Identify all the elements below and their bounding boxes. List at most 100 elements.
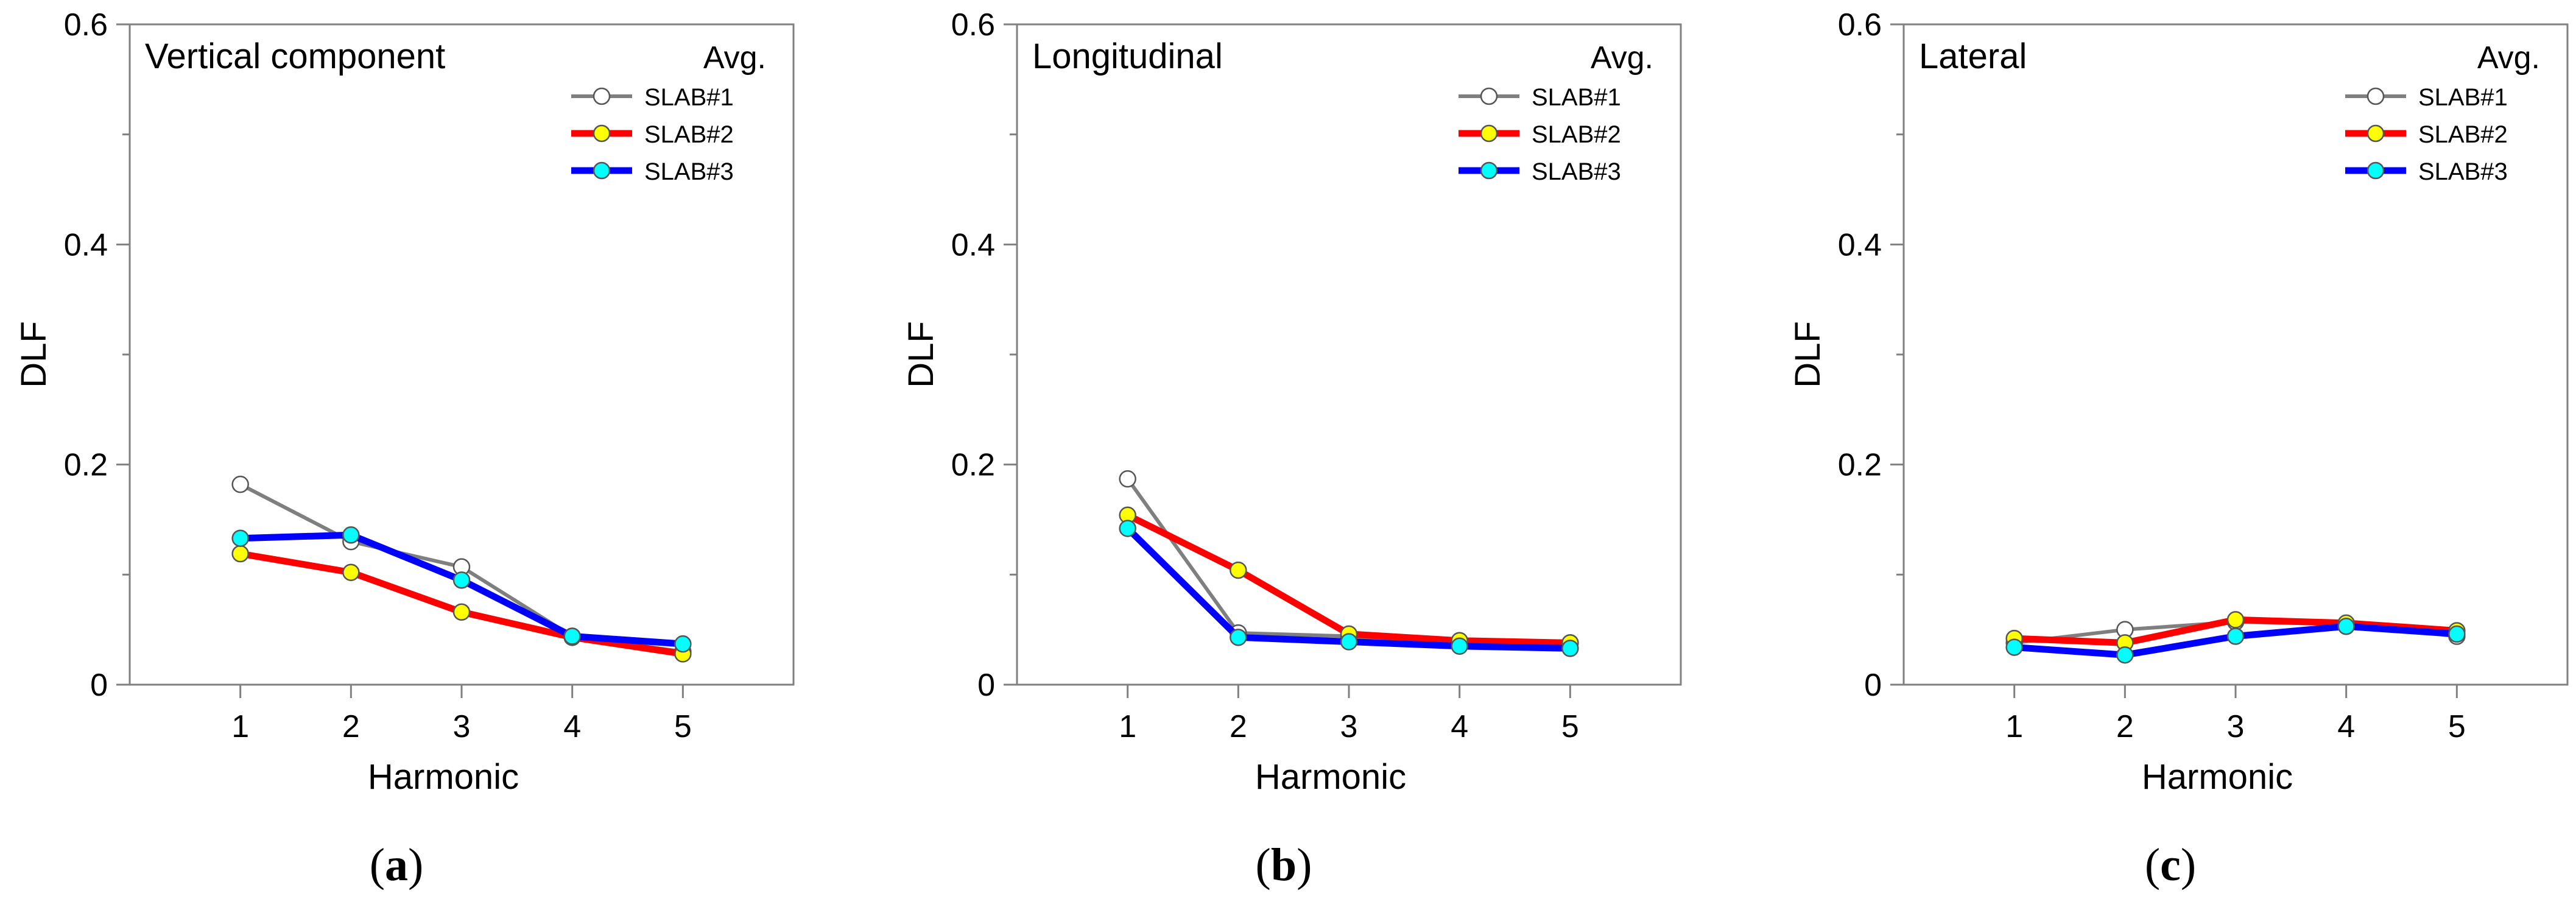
data-point [342,526,360,544]
panel-title: Longitudinal [1032,37,1223,76]
y-axis-label: DLF [1788,321,1828,388]
x-tick-label: 2 [1230,709,1247,744]
x-tick-label: 4 [2337,709,2355,744]
legend-label: SLAB#1 [644,84,734,111]
x-tick-label: 3 [2227,709,2245,744]
caption-paren-open: ( [2145,839,2160,891]
x-tick-label: 1 [2005,709,2023,744]
chart-panel-c: 0 0.2 0.4 0.6 1 2 3 4 5 Harmonic DLF Lateral Avg. SLA… [1788,7,2569,891]
data-point [452,603,471,621]
legend-swatch-marker [593,161,611,180]
legend-swatch-marker [1480,161,1498,180]
data-point [231,529,249,547]
data-point [1561,640,1579,657]
y-tick-label: 0.4 [1838,227,1882,263]
data-point [231,545,249,563]
legend-entry: SLAB#2 [1459,121,1621,148]
data-point [342,563,360,581]
data-point [1230,561,1247,579]
legend-entry: SLAB#2 [2345,121,2508,148]
legend-entry: SLAB#3 [571,158,734,185]
caption-paren-close: ) [1297,839,1312,891]
caption-paren-open: ( [1256,839,1271,891]
caption-letter: c [2160,839,2181,891]
x-tick-label: 5 [674,709,692,744]
x-axis-label: Harmonic [1255,757,1406,797]
chart-panel-b: 0 0.2 0.4 0.6 1 2 3 4 5 Harmonic DLF Longitudinal Av… [901,7,1682,891]
y-axis-label: DLF [14,321,54,388]
x-axis-label: Harmonic [368,757,519,797]
legend-title: Avg. [1591,40,1653,76]
data-point [2448,625,2466,643]
caption-paren-close: ) [2181,839,2196,891]
x-tick-label: 4 [563,709,581,744]
legend-entry: SLAB#1 [2345,84,2508,111]
x-tick-label: 3 [453,709,471,744]
series-line [237,531,686,648]
legend-swatch-marker [1480,87,1498,105]
legend-label: SLAB#3 [2418,158,2508,185]
legend-entry: SLAB#2 [571,121,734,148]
data-point [2337,617,2355,635]
series-slab1 [231,475,692,661]
y-tick-label: 0.6 [64,7,108,43]
legend-entry: SLAB#3 [2345,158,2508,185]
caption-letter: b [1271,839,1297,891]
data-point [1230,629,1247,646]
x-tick-label: 3 [1340,709,1358,744]
y-tick-label: 0.4 [64,227,108,263]
series-slab2 [1119,506,1579,652]
legend-entry: SLAB#3 [1459,158,1621,185]
legend-label: SLAB#1 [2418,84,2508,111]
x-tick-label: 5 [1561,709,1579,744]
y-axis-label: DLF [901,321,941,388]
panel-title: Lateral [1919,37,2027,76]
series-line [1125,477,1572,647]
caption-paren-open: ( [370,839,385,891]
legend-label: SLAB#3 [644,158,734,185]
data-point [674,635,692,653]
data-point [2116,646,2134,664]
data-point [2226,627,2245,645]
x-tick-label: 2 [2116,709,2134,744]
y-tick-label: 0.2 [64,448,108,483]
legend-entry: SLAB#1 [571,84,734,111]
legend-title: Avg. [703,40,766,76]
x-tick-label: 4 [1451,709,1468,744]
data-point [1119,520,1136,537]
y-tick-label: 0 [90,668,108,703]
y-tick-label: 0 [1864,668,1882,703]
legend-swatch-marker [2367,87,2385,105]
x-axis-label: Harmonic [2142,757,2293,797]
series-line [1124,512,1574,646]
legend-label: SLAB#2 [1532,121,1621,148]
legend-label: SLAB#1 [1532,84,1621,111]
caption-letter: a [385,839,408,891]
legend-title: Avg. [2477,40,2540,76]
legend-swatch-marker [593,124,611,143]
chart-panel-a: 0 0.2 0.4 0.6 1 2 3 4 5 Harmonic DLF Vertical compo… [14,7,795,891]
caption-paren-close: ) [408,839,423,891]
y-tick-label: 0.6 [951,7,995,43]
panel-caption: (a) [370,839,424,891]
legend-label: SLAB#2 [2418,121,2508,148]
y-tick-label: 0.2 [951,448,995,483]
panel-title: Vertical component [145,37,445,76]
x-tick-label: 2 [342,709,360,744]
data-point [2005,638,2023,656]
panel-caption: (c) [2145,839,2196,891]
data-point [452,571,471,589]
legend-swatch-marker [1480,124,1498,143]
y-tick-label: 0.4 [951,227,995,263]
data-point [231,475,249,493]
series-slab3 [2005,617,2466,664]
data-point [1451,637,1468,655]
data-point [1340,633,1358,651]
panel-caption: (b) [1256,839,1312,891]
legend-swatch-marker [2367,124,2385,143]
series-slab3 [1119,520,1579,657]
x-tick-label: 1 [1119,709,1136,744]
legend-entry: SLAB#1 [1459,84,1621,111]
